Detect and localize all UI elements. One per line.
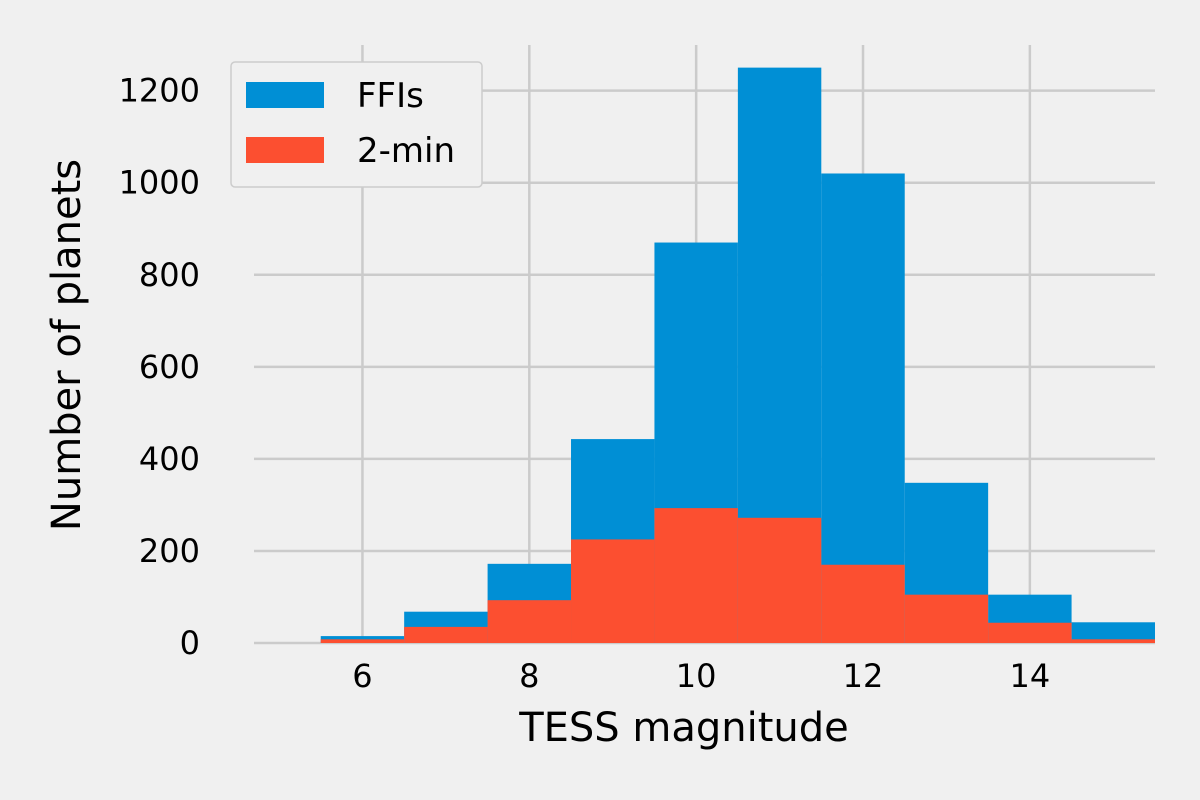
y-tick-labels: 0 200 400 600 800 1000 1200: [119, 72, 200, 662]
bar-2-min-5: [737, 517, 822, 643]
bar-2-min-4: [654, 508, 738, 643]
bar-2-min-1: [404, 626, 488, 643]
x-tick-label-1: 8: [519, 657, 539, 695]
x-axis-label: TESS magnitude: [518, 705, 849, 751]
bar-2-min-2: [487, 600, 572, 643]
bar-2-min-3: [571, 539, 655, 643]
bar-2-min-9: [1071, 639, 1155, 643]
x-tick-labels: 6 8 10 12 14: [352, 657, 1050, 695]
y-tick-label-0: 0: [180, 624, 200, 662]
legend-swatch-ffis: [246, 82, 324, 108]
y-tick-label-3: 600: [139, 348, 200, 386]
bars: [320, 67, 1155, 643]
x-tick-label-4: 14: [1010, 657, 1051, 695]
bar-2-min-8: [988, 622, 1072, 643]
x-tick-label-0: 6: [352, 657, 372, 695]
bar-2-min-0: [320, 639, 405, 643]
legend-label-ffis: FFIs: [357, 76, 424, 116]
bar-2-min-7: [904, 594, 989, 643]
y-tick-label-5: 1000: [119, 164, 200, 202]
x-tick-label-3: 12: [843, 657, 884, 695]
y-axis-label: Number of planets: [44, 159, 90, 531]
bar-ffis-9: [1071, 622, 1155, 643]
bar-2-min-6: [821, 564, 905, 643]
y-tick-label-2: 400: [139, 440, 200, 478]
y-tick-label-4: 800: [139, 256, 200, 294]
legend-label-2-min: 2-min: [357, 131, 455, 171]
y-tick-label-6: 1200: [119, 72, 200, 110]
legend-swatch-2-min: [246, 137, 324, 163]
y-tick-label-1: 200: [139, 532, 200, 570]
legend: FFIs 2-min: [230, 61, 483, 188]
x-tick-label-2: 10: [676, 657, 717, 695]
